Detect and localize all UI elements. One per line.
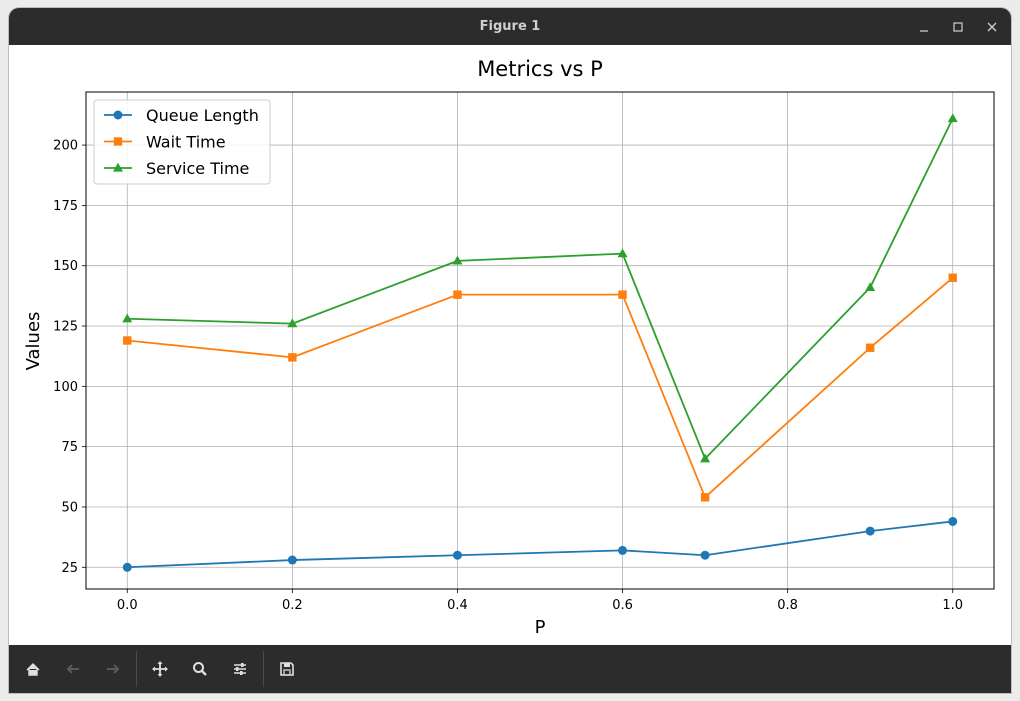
grid-lines [86,92,994,589]
legend-entry-wait-time: Wait Time [104,133,226,152]
minimize-button[interactable] [913,16,935,38]
data-point-service-time [947,113,958,123]
data-point-wait-time [123,336,132,345]
data-point-service-time [122,313,133,323]
data-point-wait-time [700,493,710,502]
data-point-queue-length [948,516,958,526]
data-point-queue-length [287,555,297,565]
pan-button[interactable] [146,655,174,683]
data-point-wait-time [453,290,462,299]
data-point-wait-time [618,290,627,299]
x-tick-label: 0.2 [282,598,303,613]
zoom-icon [193,662,207,676]
y-tick-label: 75 [61,440,78,455]
figure-canvas[interactable]: Metrics vs P 0.0 0.2 0.4 0.6 0.8 1.0 25 50 75 10… [9,45,1011,645]
chart-svg[interactable]: Metrics vs P 0.0 0.2 0.4 0.6 0.8 1.0 25 50 75 10… [9,45,1011,645]
data-point-wait-time [948,273,957,282]
maximize-button[interactable] [947,16,969,38]
y-tick-label: 25 [61,561,78,576]
series-queue-length [122,516,958,572]
x-tick-label: 0.0 [117,598,138,613]
back-button[interactable] [59,655,87,683]
data-point-wait-time [288,353,297,362]
back-arrow-icon [66,664,79,674]
y-axis-ticks: 25 50 75 100 125 150 175 200 [53,139,86,576]
close-button[interactable] [981,16,1003,38]
legend-label: Wait Time [146,133,226,152]
x-tick-label: 0.8 [777,598,798,613]
configure-subplots-button[interactable] [226,655,254,683]
pan-icon [152,661,168,677]
series-service-time [122,113,958,463]
save-icon [280,662,294,676]
toolbar-separator [136,651,137,687]
forward-arrow-icon [107,664,120,674]
series-layer [122,113,958,572]
plot-frame [85,91,995,590]
x-tick-label: 0.6 [612,598,633,613]
home-icon [26,663,40,676]
save-button[interactable] [273,655,301,683]
zoom-button[interactable] [186,655,214,683]
data-point-service-time [865,282,876,292]
title-bar[interactable]: Figure 1 [9,8,1011,45]
legend-marker [113,110,123,120]
x-tick-label: 0.4 [447,598,468,613]
legend-label: Queue Length [146,106,259,125]
data-point-queue-length [618,545,628,555]
data-point-queue-length [865,526,875,536]
chart-title: Metrics vs P [477,57,603,81]
data-point-queue-length [452,550,462,560]
y-tick-label: 125 [53,320,78,335]
legend-entry-service-time: Service Time [104,159,249,178]
y-tick-label: 50 [61,500,78,515]
configure-subplots-icon [234,663,246,675]
data-point-service-time [452,255,463,265]
legend-label: Service Time [146,159,249,178]
home-button[interactable] [19,655,47,683]
y-tick-label: 200 [53,139,78,154]
series-line-wait-time [127,277,954,499]
data-point-service-time [287,318,298,328]
forward-button[interactable] [99,655,127,683]
window-title: Figure 1 [479,19,541,34]
y-axis-label: Values [23,312,44,371]
y-tick-label: 100 [53,380,78,395]
toolbar-separator [263,651,264,687]
close-icon [987,22,997,32]
data-point-queue-length [122,562,132,572]
maximize-icon [953,22,963,32]
legend-entry-queue-length: Queue Length [104,106,259,125]
x-axis-label: P [535,617,546,638]
data-point-service-time [700,453,711,463]
navigation-toolbar [9,645,1011,693]
x-tick-label: 1.0 [942,598,963,613]
series-line-queue-length [127,520,953,569]
y-tick-label: 150 [53,259,78,274]
minimize-icon [920,30,928,32]
data-point-wait-time [865,343,875,352]
legend-marker [113,137,123,146]
y-tick-label: 175 [53,199,78,214]
legend: Queue Length Wait Time Service Time [93,99,271,185]
figure-window: Figure 1 Metrics vs P 0.0 0.2 0.4 0.6 0.8 1.0… [9,8,1011,693]
legend-marker [113,162,123,172]
legend-box [93,99,271,185]
data-point-queue-length [700,550,710,560]
x-axis-ticks: 0.0 0.2 0.4 0.6 0.8 1.0 [117,589,963,613]
series-wait-time [123,273,957,502]
data-point-service-time [617,248,628,258]
